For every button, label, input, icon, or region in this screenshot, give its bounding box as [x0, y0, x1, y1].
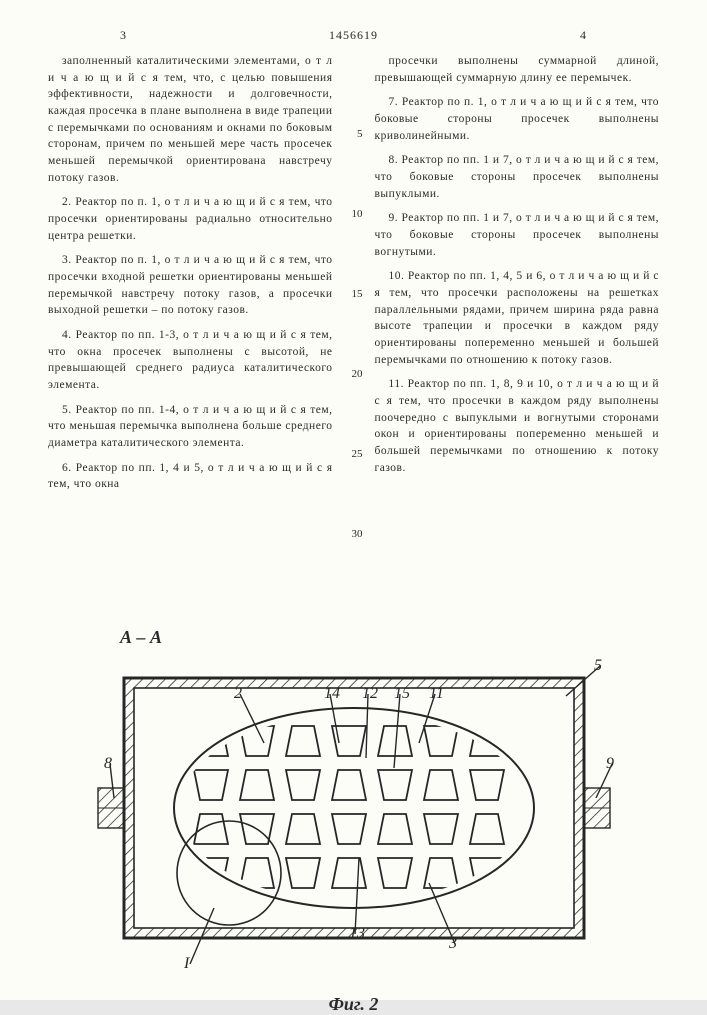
column-right: просечки выполнены суммарной длиной, пре… [375, 53, 660, 607]
svg-text:11: 11 [429, 685, 444, 702]
patent-page: 3 1456619 4 заполненный каталитическими … [0, 0, 707, 1000]
svg-text:9: 9 [606, 755, 614, 772]
column-left: заполненный каталитическими элементами, … [48, 53, 333, 607]
line-number-gutter: 51015202530 [345, 53, 363, 607]
page-header: 3 1456619 4 [0, 28, 707, 43]
section-label: А – А [120, 627, 707, 648]
svg-text:3: 3 [448, 935, 457, 952]
svg-text:15: 15 [394, 685, 410, 702]
figure-block: А – А 2 14 12 15 11 5 8 9 I 13 3 Фиг. 2 [0, 627, 707, 1015]
svg-text:5: 5 [594, 657, 602, 674]
figure-caption: Фиг. 2 [0, 994, 707, 1015]
page-num-right: 4 [580, 28, 587, 43]
svg-text:2: 2 [234, 685, 242, 702]
svg-text:12: 12 [362, 685, 378, 702]
svg-text:I: I [183, 955, 190, 972]
svg-text:14: 14 [324, 685, 340, 702]
svg-text:13: 13 [349, 925, 365, 942]
text-columns: заполненный каталитическими элементами, … [0, 53, 707, 607]
figure-2-svg: 2 14 12 15 11 5 8 9 I 13 3 [94, 648, 614, 988]
page-num-left: 3 [120, 28, 127, 43]
svg-text:8: 8 [104, 755, 112, 772]
patent-number: 1456619 [329, 28, 378, 42]
